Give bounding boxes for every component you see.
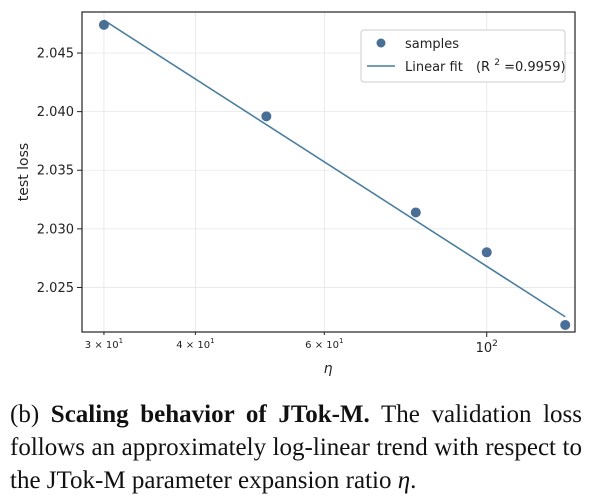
x-tick-base: 4 × 10 xyxy=(176,340,210,351)
x-tick-exponent: 1 xyxy=(339,337,343,345)
y-tick-label: 2.030 xyxy=(37,222,74,237)
legend-box xyxy=(360,29,566,83)
plot-frame xyxy=(81,11,576,333)
fit-line xyxy=(103,19,566,318)
y-tick-label: 2.045 xyxy=(37,47,74,62)
sample-point xyxy=(98,19,109,30)
x-axis-label: η xyxy=(324,361,333,377)
x-tick-label: 6 × 101 xyxy=(305,337,343,351)
caption-label: (b) xyxy=(10,401,40,428)
sample-point xyxy=(261,111,272,122)
legend-fit-r-sup: 2 xyxy=(494,58,500,68)
legend: samples Linear fit (R 2 =0.9959) xyxy=(360,29,566,83)
sample-point xyxy=(560,319,571,330)
x-tick-label: 3 × 101 xyxy=(85,337,123,351)
fit-line-segment xyxy=(103,19,566,318)
x-tick-label: 4 × 101 xyxy=(176,337,214,351)
caption-title: Scaling behavior of JTok-M. xyxy=(50,401,370,428)
x-tick-label: 102 xyxy=(476,339,498,356)
y-tick-label: 2.040 xyxy=(37,105,74,120)
figure-caption: (b) Scaling behavior of JTok-M. The vali… xyxy=(10,398,582,497)
x-ticks: 3 × 101 4 × 101 6 × 101 102 xyxy=(85,332,498,356)
y-tick-label: 2.035 xyxy=(37,164,74,179)
x-tick-base: 3 × 10 xyxy=(85,340,119,351)
sample-point xyxy=(410,207,421,218)
x-tick-exponent: 1 xyxy=(210,337,214,345)
y-axis-label: test loss xyxy=(16,143,32,201)
legend-fit-r-prefix: (R xyxy=(476,60,490,75)
caption-end: . xyxy=(410,467,417,494)
caption-symbol: η xyxy=(397,467,411,494)
x-tick-base: 10 xyxy=(476,341,493,356)
legend-fit-name: Linear fit xyxy=(405,60,463,75)
caption-text: The validation loss follows an approxima… xyxy=(10,401,582,494)
x-tick-exponent: 1 xyxy=(119,337,123,345)
legend-fit-r-rest: =0.9959) xyxy=(504,60,565,75)
y-tick-label: 2.025 xyxy=(37,281,74,296)
y-ticks: 2.025 2.030 2.035 2.040 2.045 xyxy=(37,47,82,296)
legend-samples-marker xyxy=(376,38,386,48)
scatter-points xyxy=(98,19,571,330)
x-tick-base: 6 × 10 xyxy=(305,340,339,351)
legend-fit-label: Linear fit (R 2 =0.9959) xyxy=(405,54,566,75)
legend-samples-label: samples xyxy=(405,37,459,52)
x-tick-exponent: 2 xyxy=(492,339,498,349)
sample-point xyxy=(481,247,492,258)
